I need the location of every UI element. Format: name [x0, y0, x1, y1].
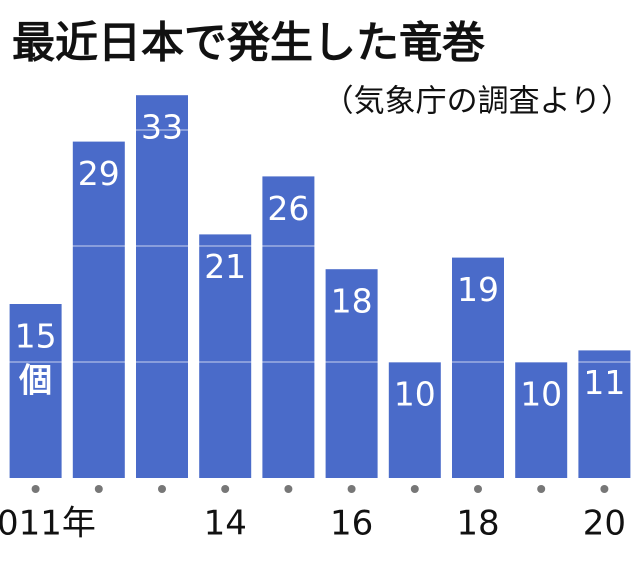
- value-label: 11: [583, 363, 625, 402]
- x-tick-dot: [94, 485, 103, 493]
- value-label: 10: [520, 375, 562, 414]
- x-tick-label: 20: [583, 504, 626, 544]
- chart-subtitle: （気象庁の調査より）: [323, 84, 632, 120]
- value-label: 21: [204, 247, 246, 286]
- x-tick-dot: [347, 485, 356, 493]
- bar: [452, 257, 504, 478]
- x-tick-dot: [410, 485, 419, 493]
- x-tick-dot: [158, 485, 166, 493]
- x-tick-dot: [474, 485, 482, 493]
- x-tick-label: 14: [204, 504, 247, 544]
- value-label: 15: [15, 317, 57, 356]
- value-label: 26: [267, 189, 309, 228]
- value-label: 10: [394, 375, 436, 414]
- bar: [136, 95, 188, 478]
- x-tick-label: 2011年: [0, 504, 96, 544]
- bar: [325, 269, 378, 478]
- bar: [388, 362, 441, 478]
- value-label: 29: [78, 154, 120, 193]
- value-label: 19: [457, 270, 499, 309]
- x-tick-label: 18: [456, 504, 499, 544]
- bar: [199, 234, 252, 478]
- x-tick-dot: [221, 485, 230, 493]
- bar: [9, 304, 62, 478]
- value-label: 33: [141, 108, 183, 147]
- x-tick-dot: [284, 485, 293, 493]
- x-tick-dot: [600, 485, 609, 493]
- value-label: 18: [331, 282, 373, 321]
- x-tick-label: 16: [330, 504, 373, 544]
- x-tick-dot: [537, 485, 546, 493]
- bar: [262, 176, 315, 478]
- bar: [578, 350, 631, 478]
- chart-title: 最近日本で発生した竜巻: [12, 19, 485, 69]
- unit-label: 個: [18, 361, 52, 400]
- x-tick-dot: [31, 485, 40, 493]
- bar: [515, 362, 568, 478]
- bar: [72, 141, 125, 478]
